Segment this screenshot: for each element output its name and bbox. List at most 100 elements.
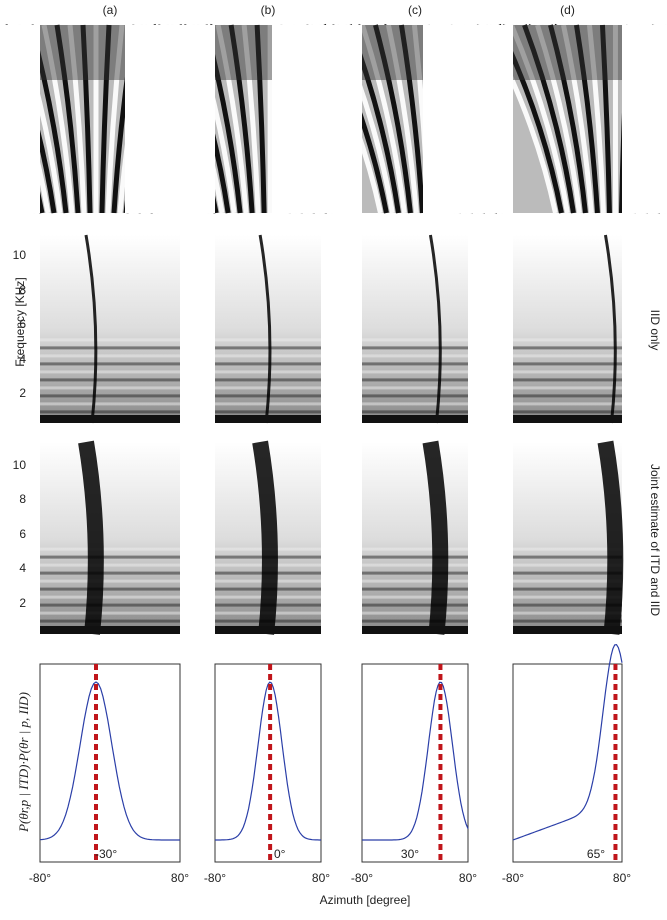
map-bg bbox=[40, 235, 180, 423]
streak bbox=[513, 603, 622, 607]
curve bbox=[362, 681, 469, 841]
mask-r bbox=[622, 25, 667, 213]
frequency-tick: 8 bbox=[19, 283, 26, 297]
frequency-tick: 4 bbox=[19, 561, 26, 575]
itd-stripe bbox=[54, 24, 81, 214]
streak bbox=[513, 394, 622, 398]
frequency-tick: 10 bbox=[13, 458, 27, 472]
streak bbox=[362, 571, 468, 575]
streak bbox=[215, 370, 321, 374]
streak bbox=[362, 386, 468, 390]
streak bbox=[362, 619, 468, 623]
map-bottom bbox=[362, 626, 468, 634]
azimuth-tick: -80° bbox=[204, 871, 226, 885]
streak bbox=[40, 394, 180, 398]
streak bbox=[362, 378, 468, 382]
map-bottom bbox=[513, 415, 622, 423]
map-bottom bbox=[215, 626, 321, 634]
streak bbox=[362, 579, 468, 583]
azimuth-tick: 80° bbox=[312, 871, 330, 885]
streak bbox=[362, 410, 468, 414]
column-label: (d) bbox=[560, 3, 575, 17]
itd-stripe bbox=[105, 24, 125, 214]
mask-l bbox=[423, 25, 513, 213]
streak bbox=[513, 619, 622, 623]
streak bbox=[215, 362, 321, 366]
itd-stripe bbox=[254, 24, 267, 214]
peak-label: -30° bbox=[95, 847, 117, 861]
map-bg bbox=[513, 235, 622, 423]
streak bbox=[362, 362, 468, 366]
itd-stripe bbox=[398, 24, 425, 214]
itd-stripe bbox=[561, 24, 594, 214]
map-bottom bbox=[362, 415, 468, 423]
streak bbox=[40, 611, 180, 615]
azimuth-tick: -80° bbox=[29, 871, 51, 885]
streak bbox=[513, 338, 622, 342]
streak bbox=[40, 338, 180, 342]
itd-stripe bbox=[522, 24, 576, 214]
streak bbox=[362, 611, 468, 615]
streak bbox=[513, 370, 622, 374]
streak bbox=[40, 563, 180, 567]
frequency-tick: 6 bbox=[19, 317, 26, 331]
ridge bbox=[252, 440, 278, 635]
streak bbox=[513, 547, 622, 551]
itd-stripe bbox=[599, 24, 612, 214]
streak bbox=[513, 386, 622, 390]
ridge bbox=[84, 234, 98, 424]
streak bbox=[362, 563, 468, 567]
itd-stripe bbox=[573, 24, 600, 214]
streak bbox=[362, 354, 468, 358]
streak bbox=[513, 595, 622, 599]
itd-stripe bbox=[535, 24, 582, 214]
itd-stripe bbox=[228, 24, 255, 214]
peak-label: 0° bbox=[274, 847, 286, 861]
streak bbox=[40, 603, 180, 607]
bottom-y-label: P(θr,p | ITD)·P(θr | p, IID) bbox=[16, 692, 31, 833]
ridge bbox=[603, 234, 617, 424]
itd-stripe bbox=[509, 24, 570, 214]
streak bbox=[40, 354, 180, 358]
itd-stripe bbox=[80, 24, 93, 214]
frequency-tick: 10 bbox=[13, 248, 27, 262]
ridge bbox=[428, 234, 442, 424]
mask-l bbox=[125, 25, 215, 213]
azimuth-tick: 80° bbox=[171, 871, 189, 885]
itd-stripe bbox=[586, 24, 606, 214]
curve bbox=[512, 643, 623, 841]
streak bbox=[40, 587, 180, 591]
itd-stripe bbox=[215, 24, 249, 214]
streak bbox=[513, 587, 622, 591]
streak bbox=[513, 402, 622, 406]
streak bbox=[362, 587, 468, 591]
streak bbox=[362, 402, 468, 406]
streak bbox=[513, 354, 622, 358]
curve bbox=[215, 681, 321, 841]
peak-label: 30° bbox=[401, 847, 419, 861]
ridge bbox=[258, 234, 272, 424]
map-bottom bbox=[513, 626, 622, 634]
map-bg bbox=[362, 235, 468, 423]
azimuth-tick: -80° bbox=[502, 871, 524, 885]
streak bbox=[40, 402, 180, 406]
streak bbox=[362, 338, 468, 342]
ridge bbox=[422, 440, 449, 635]
itd-stripe bbox=[41, 24, 75, 214]
y-axis-label: Frequency [KHz] bbox=[13, 277, 27, 366]
streak bbox=[362, 394, 468, 398]
column-label: (b) bbox=[261, 3, 276, 17]
streak bbox=[40, 547, 180, 551]
streak bbox=[40, 555, 180, 559]
streak bbox=[362, 547, 468, 551]
map-bottom bbox=[215, 415, 321, 423]
streak bbox=[513, 346, 622, 350]
itd-stripe bbox=[548, 24, 588, 214]
row-label: IID only bbox=[648, 310, 662, 351]
itd-stripe bbox=[67, 24, 87, 214]
streak bbox=[40, 579, 180, 583]
streak bbox=[40, 362, 180, 366]
streak bbox=[40, 595, 180, 599]
curve bbox=[39, 681, 180, 841]
